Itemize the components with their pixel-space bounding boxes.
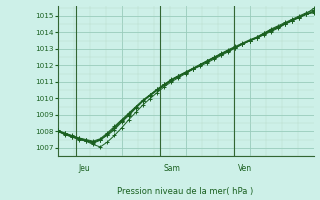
Text: Sam: Sam — [163, 164, 180, 173]
Text: Ven: Ven — [237, 164, 252, 173]
Text: Pression niveau de la mer( hPa ): Pression niveau de la mer( hPa ) — [117, 187, 254, 196]
Text: Jeu: Jeu — [79, 164, 91, 173]
